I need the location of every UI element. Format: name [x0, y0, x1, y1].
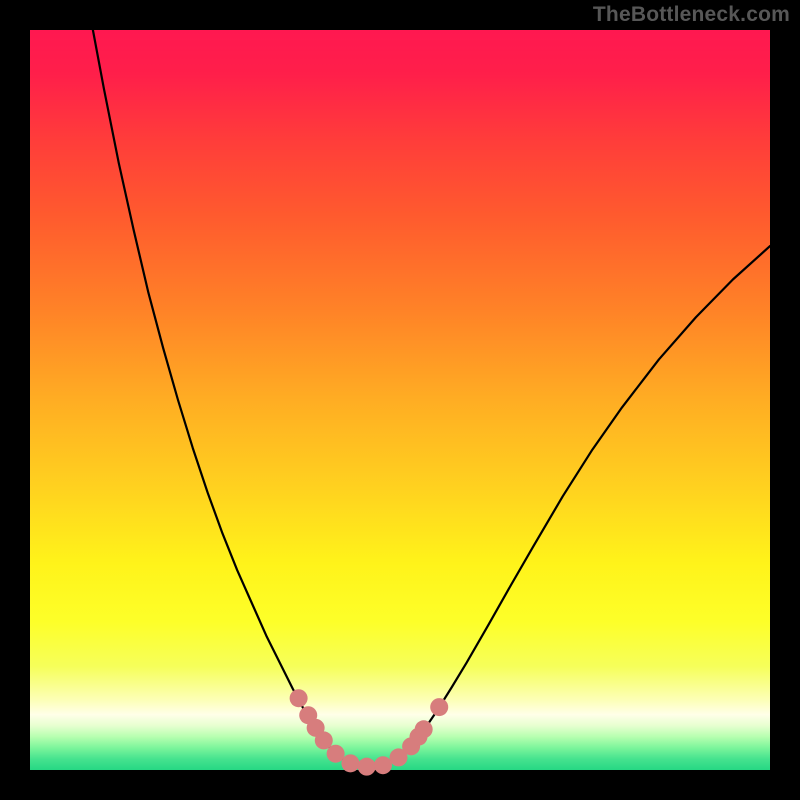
data-marker — [415, 720, 433, 738]
bottleneck-chart — [0, 0, 800, 800]
data-marker — [327, 745, 345, 763]
data-marker — [374, 756, 392, 774]
data-marker — [430, 698, 448, 716]
data-marker — [290, 689, 308, 707]
watermark-text: TheBottleneck.com — [593, 3, 790, 27]
data-marker — [341, 754, 359, 772]
plot-background — [30, 30, 770, 770]
chart-stage: TheBottleneck.com — [0, 0, 800, 800]
data-marker — [358, 758, 376, 776]
